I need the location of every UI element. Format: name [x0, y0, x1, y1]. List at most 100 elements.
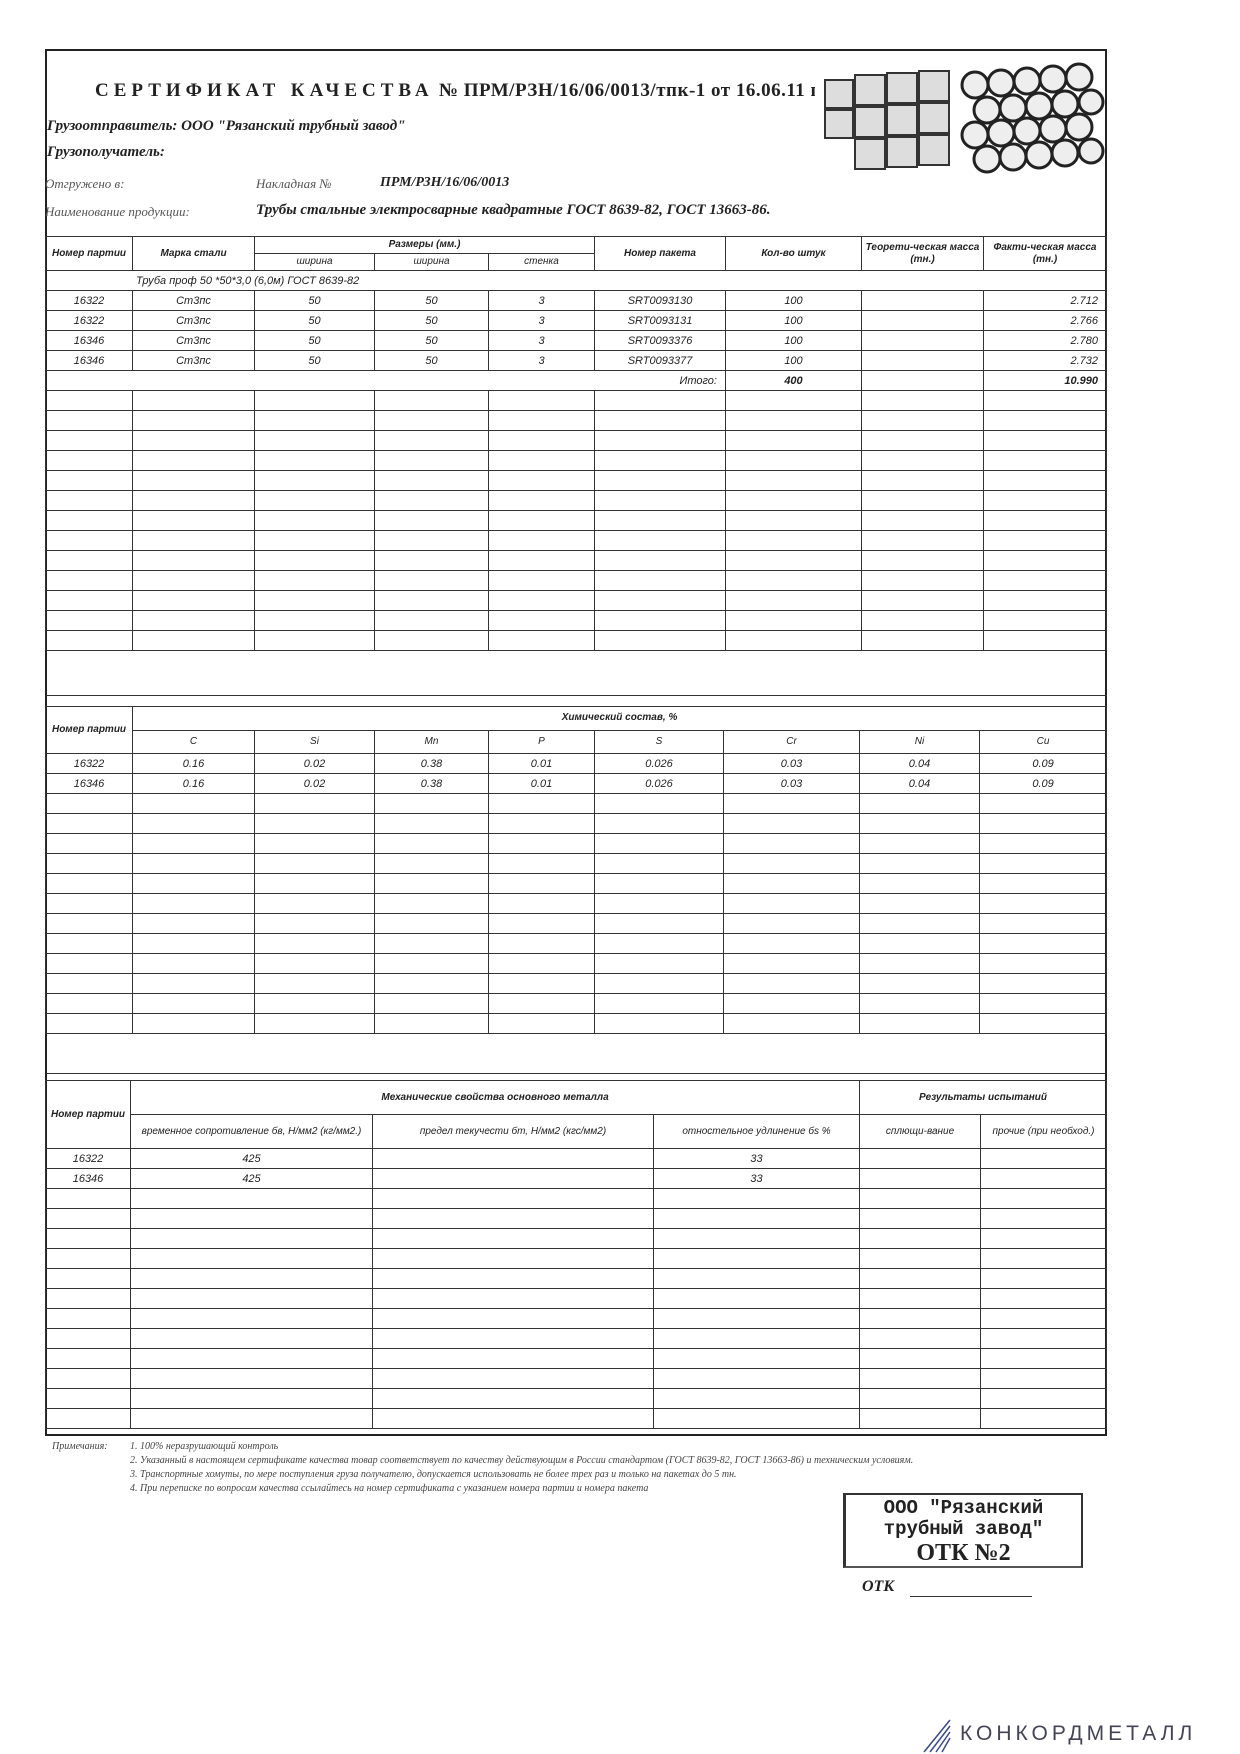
empty-cell	[859, 1228, 982, 1249]
mech-value	[372, 1148, 654, 1169]
empty-row	[45, 530, 1107, 551]
mech-col: предел текучести бт, Н/мм2 (кгс/мм2)	[372, 1114, 654, 1149]
empty-cell	[723, 1013, 860, 1034]
empty-cell	[980, 1268, 1108, 1289]
empty-cell	[130, 1248, 373, 1269]
empty-cell	[488, 610, 595, 631]
note-item: 2. Указанный в настоящем сертификате кач…	[130, 1455, 914, 1466]
empty-cell	[488, 410, 595, 431]
empty-cell	[859, 873, 980, 894]
empty-cell	[861, 550, 984, 571]
empty-cell	[861, 510, 984, 531]
empty-cell	[861, 610, 984, 631]
empty-cell	[983, 390, 1107, 411]
element-cu: Cu	[978, 729, 1108, 754]
empty-cell	[45, 793, 133, 814]
empty-cell	[594, 813, 724, 834]
note-item: 4. При переписке по вопросам качества сс…	[130, 1483, 649, 1494]
empty-cell	[983, 550, 1107, 571]
element-value: 0.04	[859, 773, 980, 794]
empty-cell	[594, 610, 726, 631]
empty-cell	[859, 1368, 982, 1389]
empty-cell	[725, 610, 862, 631]
empty-cell	[723, 893, 860, 914]
empty-cell	[374, 410, 489, 431]
pipes-image	[815, 55, 1105, 180]
total-label: Итого:	[45, 370, 726, 391]
empty-cell	[374, 893, 489, 914]
mech-value: 425	[130, 1168, 373, 1189]
empty-row	[45, 430, 1107, 451]
table-row: 16322 425 33	[45, 1148, 1108, 1169]
empty-cell	[45, 1248, 131, 1269]
col-package: Номер пакета	[594, 236, 726, 271]
theor-mass-cell	[861, 290, 984, 311]
empty-cell	[45, 630, 133, 651]
empty-cell	[594, 510, 726, 531]
total-mass: 10.990	[983, 370, 1107, 391]
empty-cell	[594, 630, 726, 651]
empty-cell	[983, 630, 1107, 651]
empty-cell	[859, 933, 980, 954]
empty-cell	[132, 1013, 255, 1034]
empty-cell	[254, 873, 375, 894]
empty-row	[45, 630, 1107, 651]
empty-cell	[374, 430, 489, 451]
product-row: Труба проф 50 *50*3,0 (6,0м) ГОСТ 8639-8…	[45, 270, 1107, 291]
empty-row	[45, 873, 1108, 894]
empty-cell	[130, 1208, 373, 1229]
empty-cell	[45, 550, 133, 571]
empty-cell	[652, 1308, 861, 1329]
empty-cell	[374, 470, 489, 491]
empty-cell	[488, 893, 595, 914]
empty-cell	[372, 1288, 654, 1309]
table-row: 16322 0.16 0.02 0.38 0.01 0.026 0.03 0.04 0.09	[45, 753, 1108, 774]
total-row: Итого: 400 10.990	[45, 370, 1107, 391]
element-value: 0.38	[374, 773, 489, 794]
batch-cell: 16346	[45, 773, 133, 794]
empty-cell	[488, 913, 595, 934]
empty-cell	[725, 530, 862, 551]
table-row: 16346 425 33	[45, 1168, 1108, 1189]
empty-cell	[594, 973, 724, 994]
empty-row	[45, 973, 1108, 994]
empty-cell	[132, 410, 255, 431]
empty-row	[45, 1268, 1108, 1289]
empty-row	[45, 993, 1108, 1014]
empty-cell	[594, 893, 724, 914]
empty-cell	[132, 490, 255, 511]
grade-cell: Ст3пс	[132, 290, 255, 311]
chemical-table: Номер партии Химический состав, % C Si Mn P S…	[45, 706, 1108, 1074]
empty-cell	[859, 833, 980, 854]
empty-cell	[254, 530, 375, 551]
batch-cell: 16322	[45, 1148, 131, 1169]
empty-cell	[488, 490, 595, 511]
actual-mass-cell: 2.712	[983, 290, 1107, 311]
qty-cell: 100	[725, 290, 862, 311]
shipper: Грузоотправитель: ООО "Рязанский трубный…	[47, 118, 406, 134]
empty-cell	[723, 793, 860, 814]
empty-cell	[45, 1208, 131, 1229]
empty-cell	[374, 570, 489, 591]
product-name: Труба проф 50 *50*3,0 (6,0м) ГОСТ 8639-8…	[45, 270, 1107, 291]
batch-cell: 16322	[45, 290, 133, 311]
empty-cell	[254, 410, 375, 431]
empty-cell	[725, 510, 862, 531]
empty-cell	[725, 390, 862, 411]
empty-cell	[132, 450, 255, 471]
empty-cell	[859, 793, 980, 814]
empty-cell	[372, 1248, 654, 1269]
empty-cell	[983, 470, 1107, 491]
col-width-2: ширина	[374, 253, 489, 271]
mech-col: прочие (при необход.)	[980, 1114, 1108, 1149]
mech-value	[372, 1168, 654, 1189]
empty-cell	[372, 1368, 654, 1389]
empty-cell	[861, 490, 984, 511]
certificate-title: СЕРТИФИКАТ КАЧЕСТВА № ПРМ/РЗН/16/06/0013…	[95, 80, 823, 102]
element-value: 0.16	[132, 773, 255, 794]
empty-cell	[652, 1288, 861, 1309]
col-theor-mass: Теорети-ческая масса (тн.)	[861, 236, 984, 271]
empty-row	[45, 1348, 1108, 1369]
empty-cell	[978, 933, 1108, 954]
empty-cell	[254, 893, 375, 914]
